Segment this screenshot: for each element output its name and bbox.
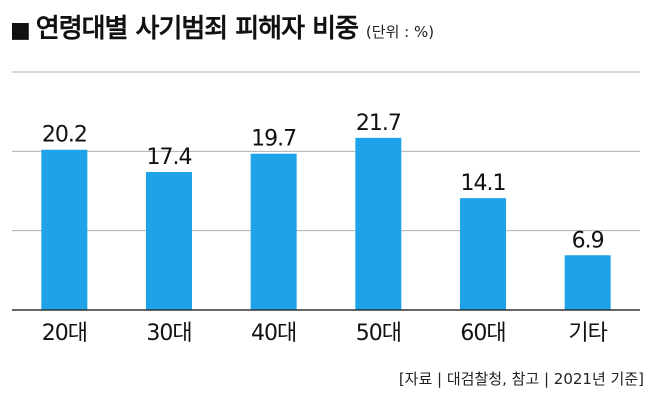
bar	[460, 198, 506, 310]
category-label: 50대	[356, 321, 401, 346]
bar	[564, 255, 611, 310]
bar	[146, 171, 192, 310]
value-label: 17.4	[147, 145, 192, 170]
bar	[355, 137, 402, 310]
bar	[250, 153, 297, 310]
title-marker: ■	[10, 18, 31, 43]
value-label: 20.2	[42, 123, 87, 148]
value-label: 14.1	[461, 171, 506, 196]
value-label: 19.7	[251, 127, 296, 152]
chart-title: ■ 연령대별 사기범죄 피해자 비중 (단위 : %)	[10, 8, 434, 45]
source-note: [자료 | 대검찰청, 참고 | 2021년 기준]	[398, 370, 644, 388]
category-label: 30대	[146, 321, 191, 346]
category-label: 기타	[568, 321, 607, 346]
category-label: 20대	[42, 321, 87, 346]
value-label: 6.9	[572, 228, 604, 253]
category-label: 60대	[460, 321, 505, 346]
unit-label: (단위 : %)	[365, 23, 435, 41]
bar	[41, 149, 88, 310]
title-text: 연령대별 사기범죄 피해자 비중	[35, 14, 359, 44]
category-label: 40대	[251, 321, 296, 346]
value-label: 21.7	[356, 111, 401, 136]
